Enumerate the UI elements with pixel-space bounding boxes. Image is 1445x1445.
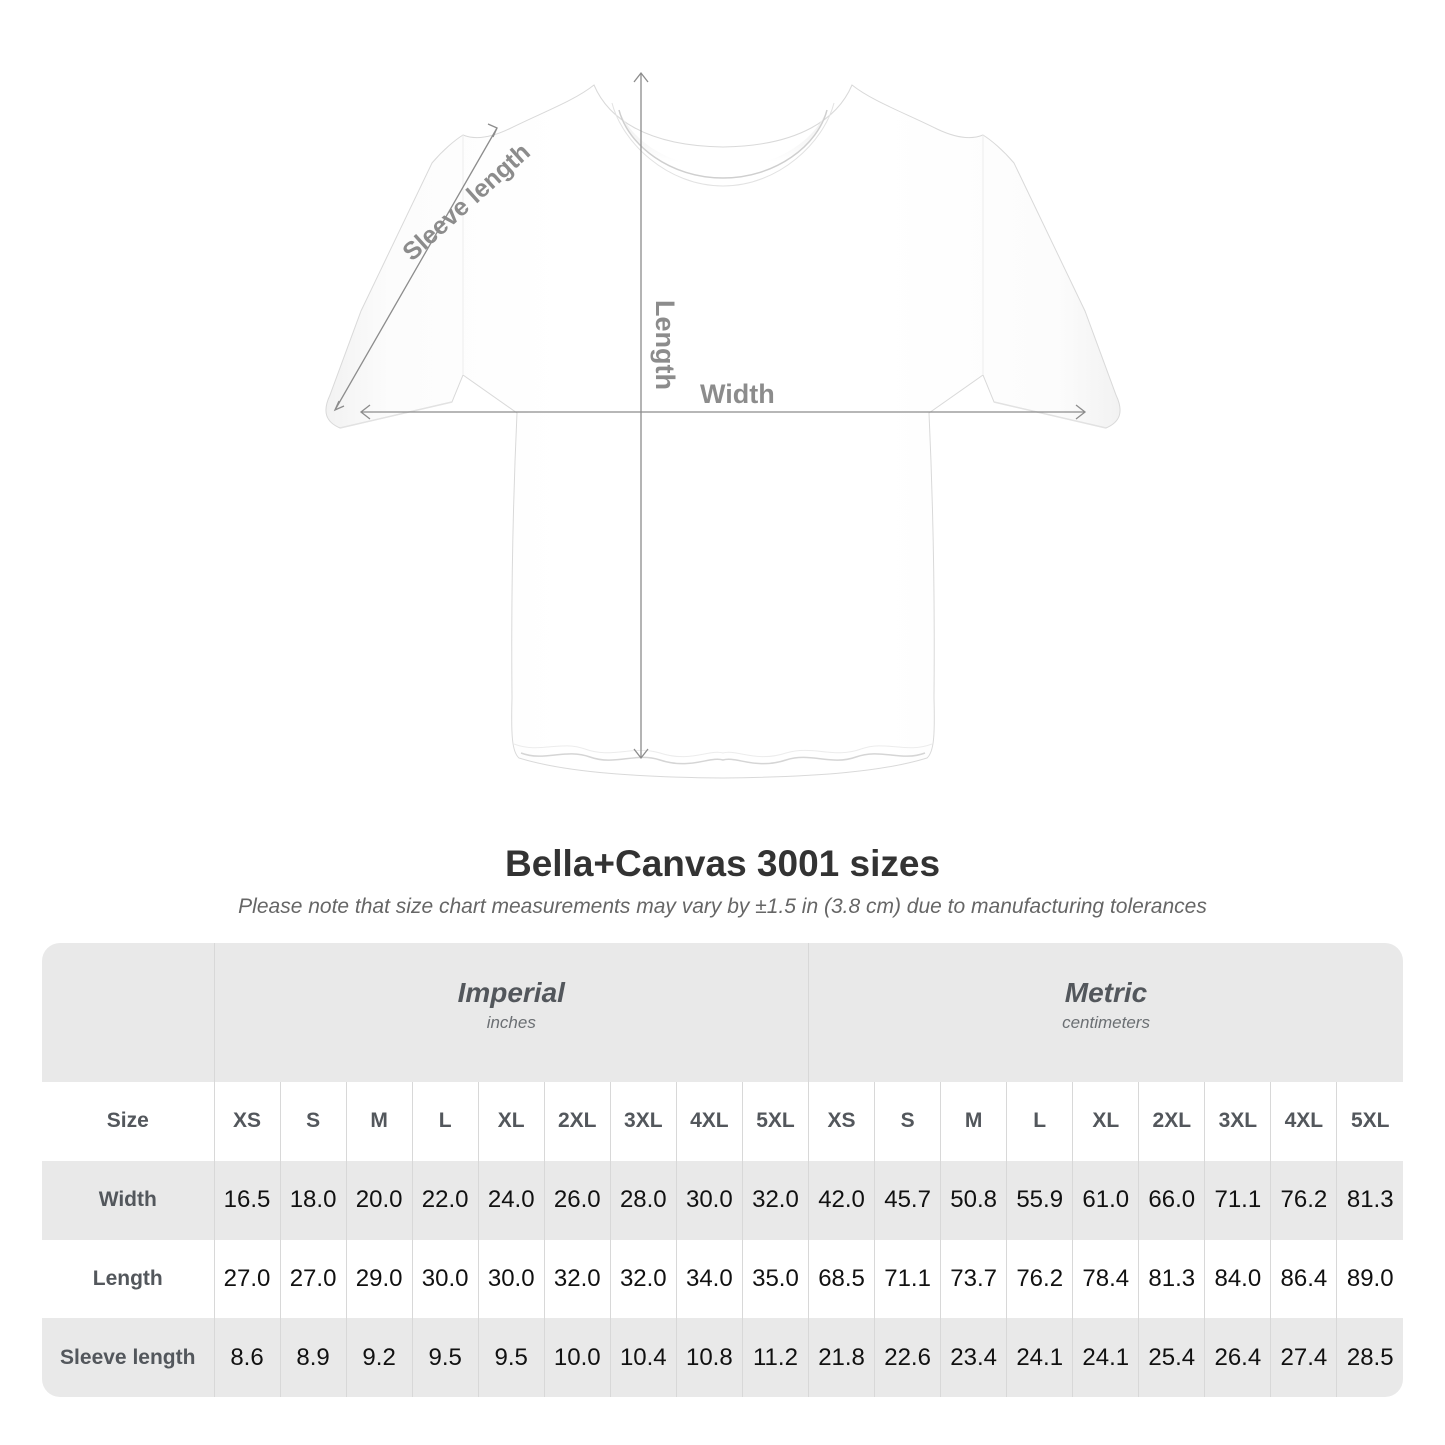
svg-text:Length: Length	[650, 300, 680, 390]
svg-text:Width: Width	[700, 379, 775, 409]
